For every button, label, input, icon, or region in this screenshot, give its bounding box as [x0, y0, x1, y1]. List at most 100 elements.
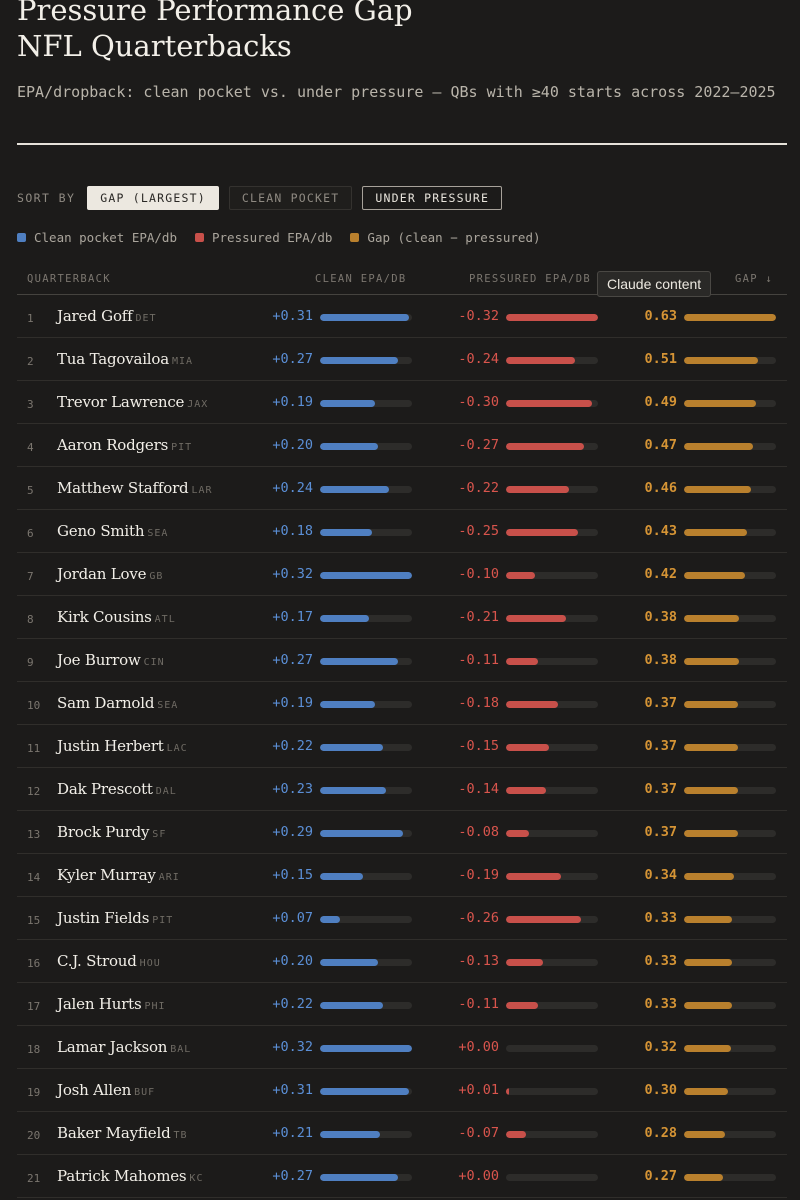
- row-rank: 2: [27, 355, 34, 368]
- pressured-value: -0.19: [458, 867, 499, 883]
- page-title: Pressure Performance Gap NFL Quarterback…: [17, 0, 413, 64]
- table-row[interactable]: 4 Aaron Rodgers PIT +0.20 -0.27 0.47: [17, 424, 787, 467]
- page-subtitle: EPA/dropback: clean pocket vs. under pre…: [17, 83, 776, 101]
- clean-bar-track: [320, 443, 412, 450]
- clean-bar: [320, 787, 387, 794]
- clean-bar-track: [320, 529, 412, 536]
- clean-bar-track: [320, 486, 412, 493]
- pressured-bar: [506, 701, 558, 708]
- gap-bar-track: [684, 400, 776, 407]
- table-row[interactable]: 13 Brock Purdy SF +0.29 -0.08 0.37: [17, 811, 787, 854]
- column-header-quarterback[interactable]: QUARTERBACK: [27, 273, 111, 285]
- table-row[interactable]: 15 Justin Fields PIT +0.07 -0.26 0.33: [17, 897, 787, 940]
- row-quarterback: Jared Goff DET: [57, 307, 157, 326]
- table-row[interactable]: 12 Dak Prescott DAL +0.23 -0.14 0.37: [17, 768, 787, 811]
- qb-name: Justin Fields: [57, 909, 150, 927]
- table-row[interactable]: 7 Jordan Love GB +0.32 -0.10 0.42: [17, 553, 787, 596]
- gap-bar: [684, 615, 740, 622]
- sort-clean-button[interactable]: CLEAN POCKET: [228, 186, 353, 210]
- row-quarterback: Kirk Cousins ATL: [57, 608, 176, 627]
- clean-bar: [320, 1174, 398, 1181]
- table-row[interactable]: 10 Sam Darnold SEA +0.19 -0.18 0.37: [17, 682, 787, 725]
- gap-bar: [684, 787, 739, 794]
- table-row[interactable]: 6 Geno Smith SEA +0.18 -0.25 0.43: [17, 510, 787, 553]
- qb-name: Aaron Rodgers: [57, 436, 169, 454]
- qb-name: Jalen Hurts: [57, 995, 142, 1013]
- gap-bar-track: [684, 658, 776, 665]
- gap-value: 0.43: [644, 523, 677, 539]
- table-row[interactable]: 8 Kirk Cousins ATL +0.17 -0.21 0.38: [17, 596, 787, 639]
- qb-name: Trevor Lawrence: [57, 393, 185, 411]
- gap-value: 0.38: [644, 609, 677, 625]
- clean-bar-track: [320, 830, 412, 837]
- table-row[interactable]: 11 Justin Herbert LAC +0.22 -0.15 0.37: [17, 725, 787, 768]
- table-row[interactable]: 21 Patrick Mahomes KC +0.27 +0.00 0.27: [17, 1155, 787, 1198]
- pressured-value: -0.26: [458, 910, 499, 926]
- clean-bar: [320, 830, 404, 837]
- row-rank: 16: [27, 957, 41, 970]
- pressured-bar-track: [506, 658, 598, 665]
- table-row[interactable]: 18 Lamar Jackson BAL +0.32 +0.00 0.32: [17, 1026, 787, 1069]
- pressured-bar-track: [506, 1131, 598, 1138]
- qb-team: CIN: [143, 657, 165, 668]
- gap-value: 0.49: [644, 394, 677, 410]
- pressured-value: -0.11: [458, 652, 499, 668]
- clean-bar-track: [320, 400, 412, 407]
- row-rank: 11: [27, 742, 41, 755]
- gap-value: 0.37: [644, 824, 677, 840]
- gap-bar: [684, 1002, 733, 1009]
- table-row[interactable]: 20 Baker Mayfield TB +0.21 -0.07 0.28: [17, 1112, 787, 1155]
- gap-bar: [684, 443, 753, 450]
- gap-bar-track: [684, 1002, 776, 1009]
- qb-name: Geno Smith: [57, 522, 145, 540]
- column-header-gap[interactable]: GAP ↓: [735, 273, 774, 285]
- row-rank: 15: [27, 914, 41, 927]
- qb-name: Jordan Love: [57, 565, 147, 583]
- pressured-value: -0.07: [458, 1125, 499, 1141]
- sort-pressure-button[interactable]: UNDER PRESSURE: [362, 186, 503, 210]
- gap-bar-track: [684, 916, 776, 923]
- table-row[interactable]: 17 Jalen Hurts PHI +0.22 -0.11 0.33: [17, 983, 787, 1026]
- pressured-bar: [506, 1002, 538, 1009]
- sort-gap-button[interactable]: GAP (LARGEST): [87, 186, 219, 210]
- header-divider: [17, 143, 787, 145]
- tooltip: Claude content: [597, 271, 712, 297]
- column-header-clean[interactable]: CLEAN EPA/DB: [315, 273, 407, 285]
- clean-value: +0.18: [272, 523, 313, 539]
- gap-bar-track: [684, 615, 776, 622]
- clean-bar: [320, 1088, 410, 1095]
- clean-value: +0.31: [272, 1082, 313, 1098]
- table-row[interactable]: 5 Matthew Stafford LAR +0.24 -0.22 0.46: [17, 467, 787, 510]
- row-quarterback: Aaron Rodgers PIT: [57, 436, 192, 455]
- pressured-bar-track: [506, 916, 598, 923]
- clean-value: +0.15: [272, 867, 313, 883]
- table-row[interactable]: 16 C.J. Stroud HOU +0.20 -0.13 0.33: [17, 940, 787, 983]
- gap-bar: [684, 830, 739, 837]
- table-row[interactable]: 14 Kyler Murray ARI +0.15 -0.19 0.34: [17, 854, 787, 897]
- clean-bar-track: [320, 314, 412, 321]
- qb-name: Jared Goff: [57, 307, 133, 325]
- clean-value: +0.07: [272, 910, 313, 926]
- column-header-pressured[interactable]: PRESSURED EPA/DB: [469, 273, 591, 285]
- clean-bar: [320, 572, 412, 579]
- table-row[interactable]: 3 Trevor Lawrence JAX +0.19 -0.30 0.49: [17, 381, 787, 424]
- qb-name: Kirk Cousins: [57, 608, 152, 626]
- table-row[interactable]: 9 Joe Burrow CIN +0.27 -0.11 0.38: [17, 639, 787, 682]
- table-row[interactable]: 19 Josh Allen BUF +0.31 +0.01 0.30: [17, 1069, 787, 1112]
- clean-bar: [320, 1131, 381, 1138]
- qb-name: C.J. Stroud: [57, 952, 137, 970]
- clean-bar-track: [320, 916, 412, 923]
- clean-value: +0.17: [272, 609, 313, 625]
- clean-bar: [320, 873, 364, 880]
- clean-bar-track: [320, 615, 412, 622]
- row-quarterback: Sam Darnold SEA: [57, 694, 178, 713]
- pressured-bar-track: [506, 443, 598, 450]
- table-row[interactable]: 1 Jared Goff DET +0.31 -0.32 0.63: [17, 295, 787, 338]
- row-rank: 7: [27, 570, 34, 583]
- qb-team: SEA: [147, 528, 169, 539]
- gap-bar-track: [684, 443, 776, 450]
- qb-name: Josh Allen: [57, 1081, 132, 1099]
- pressured-value: -0.08: [458, 824, 499, 840]
- qb-team: BAL: [170, 1044, 192, 1055]
- table-row[interactable]: 2 Tua Tagovailoa MIA +0.27 -0.24 0.51: [17, 338, 787, 381]
